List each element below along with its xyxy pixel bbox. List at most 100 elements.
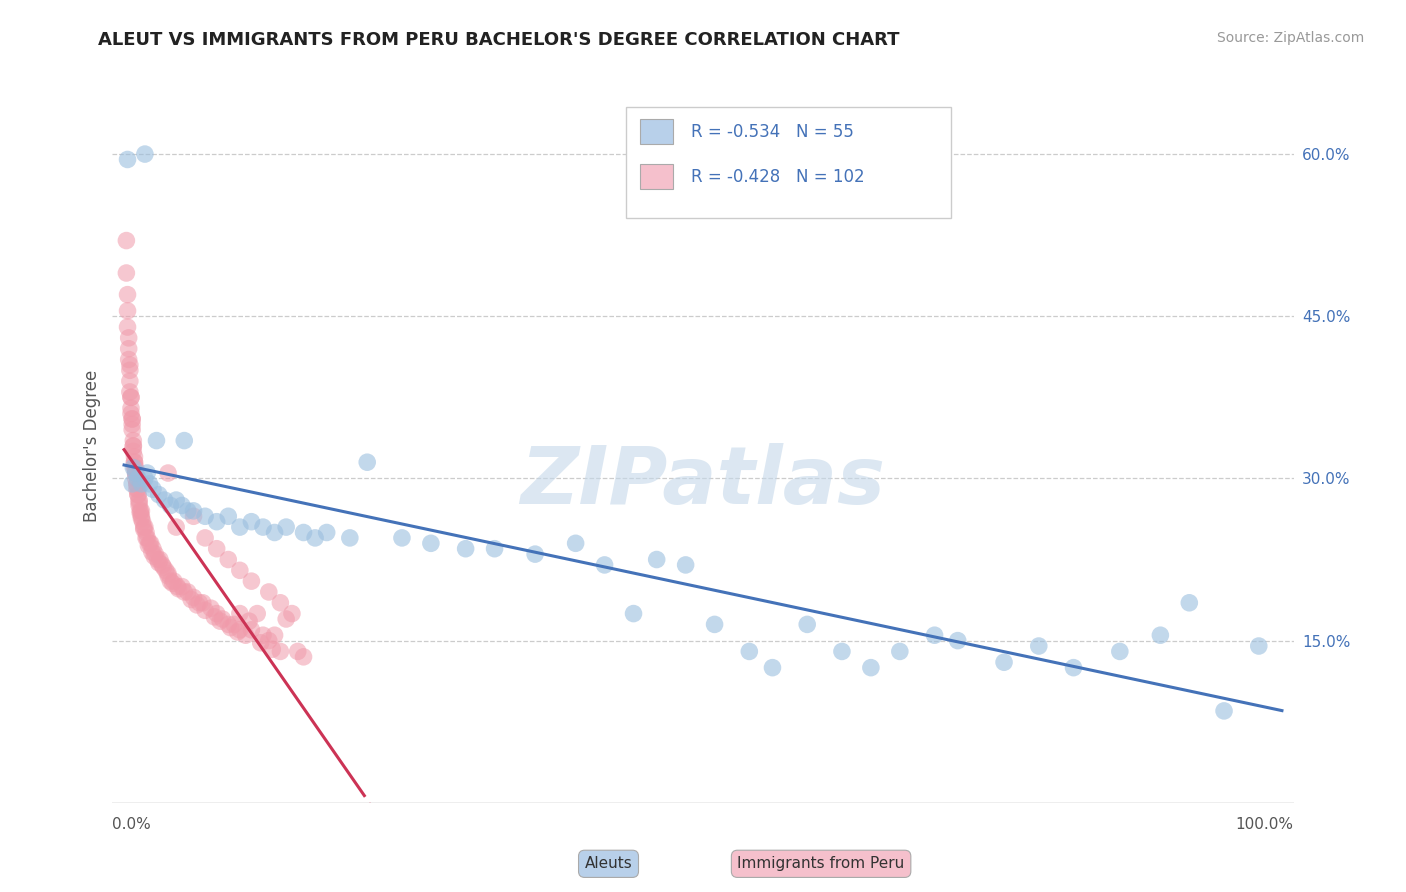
- Text: 0.0%: 0.0%: [112, 817, 152, 832]
- Point: [117, 303, 139, 318]
- Point: [194, 531, 217, 545]
- Point: [127, 488, 149, 502]
- Point: [276, 612, 298, 626]
- Point: [166, 580, 188, 594]
- Point: [117, 153, 139, 167]
- Point: [170, 499, 193, 513]
- Point: [155, 563, 177, 577]
- Point: [219, 621, 242, 635]
- Point: [173, 434, 195, 448]
- Point: [205, 607, 228, 621]
- Point: [186, 598, 208, 612]
- Point: [148, 488, 170, 502]
- Point: [292, 525, 315, 540]
- Point: [135, 531, 157, 545]
- Point: [1108, 644, 1130, 658]
- Point: [173, 585, 195, 599]
- Point: [118, 363, 141, 377]
- Point: [304, 531, 326, 545]
- Point: [132, 522, 155, 536]
- Text: Source: ZipAtlas.com: Source: ZipAtlas.com: [1216, 31, 1364, 45]
- Point: [165, 493, 187, 508]
- Point: [163, 574, 186, 589]
- Text: 100.0%: 100.0%: [1236, 817, 1294, 832]
- Point: [292, 649, 315, 664]
- Point: [484, 541, 506, 556]
- Point: [122, 434, 145, 448]
- Point: [623, 607, 645, 621]
- Point: [125, 476, 148, 491]
- Point: [269, 644, 291, 658]
- Point: [889, 644, 911, 658]
- Point: [229, 623, 252, 637]
- Point: [142, 482, 165, 496]
- Point: [281, 607, 304, 621]
- Point: [1178, 596, 1201, 610]
- Point: [122, 439, 145, 453]
- Point: [194, 603, 217, 617]
- Point: [131, 476, 153, 491]
- Point: [117, 320, 139, 334]
- Point: [122, 439, 145, 453]
- Point: [120, 390, 142, 404]
- Point: [127, 482, 149, 496]
- Point: [141, 545, 163, 559]
- Point: [138, 476, 160, 491]
- Point: [252, 520, 274, 534]
- Point: [157, 466, 180, 480]
- Point: [159, 574, 181, 589]
- Point: [263, 525, 285, 540]
- Point: [148, 556, 170, 570]
- Point: [132, 520, 155, 534]
- Point: [831, 644, 853, 658]
- Text: ZIPatlas: ZIPatlas: [520, 442, 886, 521]
- Point: [120, 407, 142, 421]
- Point: [143, 547, 166, 561]
- Point: [159, 499, 181, 513]
- Point: [315, 525, 337, 540]
- Point: [115, 234, 138, 248]
- Point: [240, 623, 263, 637]
- Point: [246, 607, 269, 621]
- Point: [131, 504, 153, 518]
- Point: [120, 390, 142, 404]
- Point: [226, 624, 249, 639]
- Point: [211, 612, 233, 626]
- Point: [238, 614, 260, 628]
- Point: [124, 466, 146, 480]
- Point: [124, 466, 146, 480]
- Point: [229, 607, 252, 621]
- Point: [217, 552, 239, 566]
- Point: [122, 460, 145, 475]
- Point: [524, 547, 547, 561]
- Point: [131, 509, 153, 524]
- Point: [339, 531, 361, 545]
- Point: [593, 558, 616, 572]
- Point: [183, 591, 205, 605]
- FancyBboxPatch shape: [626, 107, 950, 218]
- Point: [121, 412, 143, 426]
- Point: [946, 633, 969, 648]
- Point: [761, 660, 783, 674]
- Point: [124, 460, 146, 475]
- Y-axis label: Bachelor's Degree: Bachelor's Degree: [83, 370, 101, 522]
- Point: [249, 636, 271, 650]
- Point: [125, 482, 148, 496]
- Point: [194, 509, 217, 524]
- Point: [134, 520, 156, 534]
- Point: [257, 585, 280, 599]
- Point: [121, 476, 143, 491]
- Point: [356, 455, 378, 469]
- Point: [391, 531, 413, 545]
- Point: [136, 531, 159, 545]
- Point: [229, 563, 252, 577]
- Point: [129, 506, 152, 520]
- Point: [202, 610, 225, 624]
- Point: [118, 342, 141, 356]
- Point: [170, 580, 193, 594]
- Point: [131, 511, 153, 525]
- Point: [1149, 628, 1171, 642]
- Point: [1063, 660, 1085, 674]
- Text: R = -0.428   N = 102: R = -0.428 N = 102: [692, 168, 865, 186]
- Point: [419, 536, 441, 550]
